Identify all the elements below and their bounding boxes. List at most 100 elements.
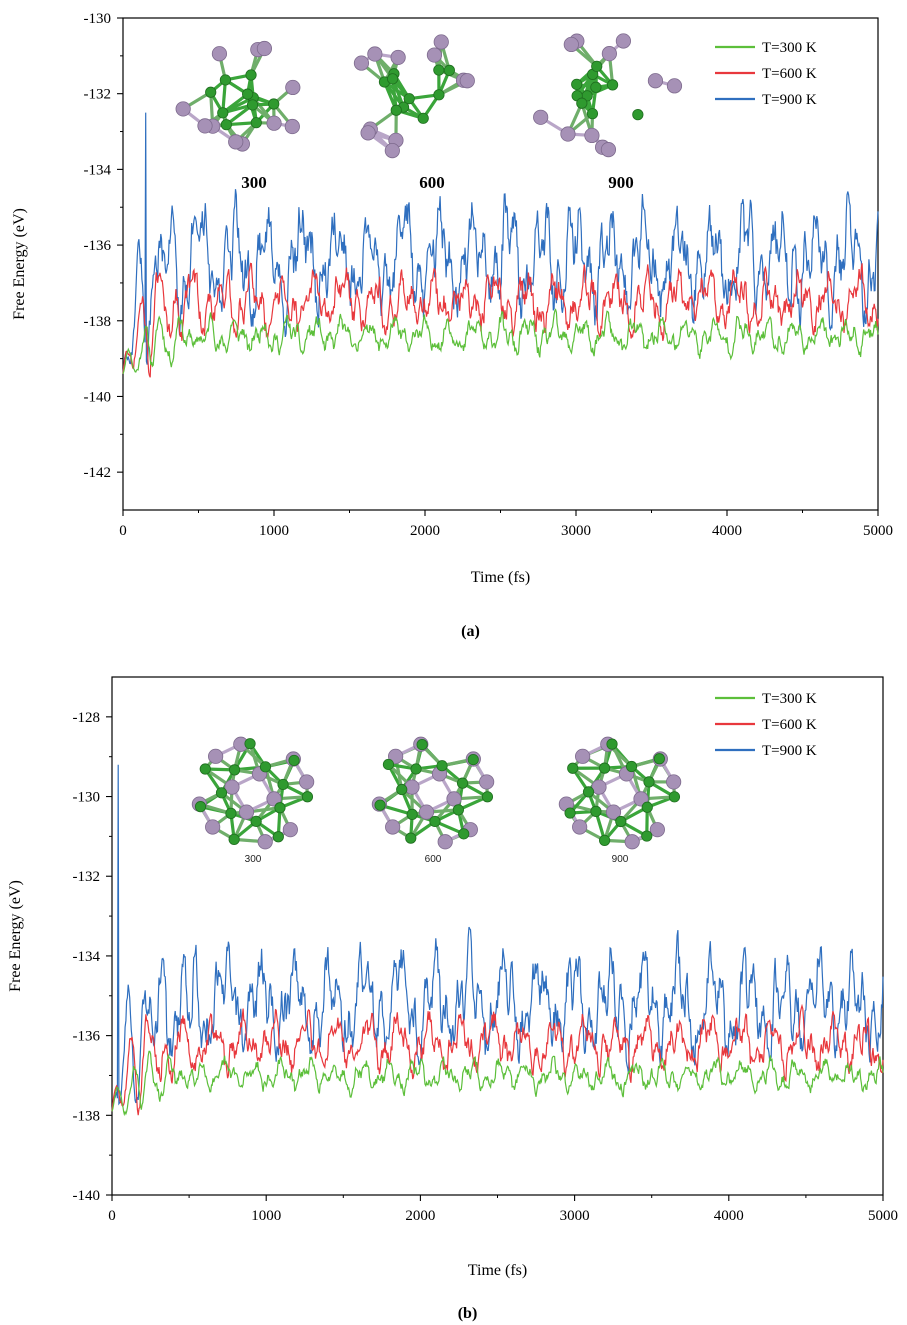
cluster-atom-green bbox=[274, 802, 286, 814]
cluster-atom-green bbox=[405, 832, 417, 844]
panel-a-chart: 0 1000 2000 3000 4000 5000 -142 -140 -138 -136 -13… bbox=[11, 11, 893, 640]
cluster-atom-green bbox=[288, 754, 300, 767]
panel-b-caption-label: (b) bbox=[458, 1305, 478, 1322]
cluster-atom-green bbox=[250, 117, 262, 129]
cluster-atom-green bbox=[481, 791, 494, 803]
cluster-atom-green bbox=[244, 738, 256, 750]
panel-a-caption-label: (a) bbox=[461, 623, 480, 640]
x-tick-label: 1000 bbox=[259, 523, 289, 539]
cluster-atom-purple bbox=[228, 134, 244, 150]
cluster-atom-green bbox=[245, 69, 257, 81]
cluster-atom-green bbox=[582, 786, 595, 798]
x-tick-label: 5000 bbox=[868, 1208, 898, 1224]
cluster-atom-purple bbox=[385, 819, 401, 835]
cluster-atom-green bbox=[571, 78, 583, 90]
cluster-atom-green bbox=[410, 763, 422, 775]
cluster-atom-purple bbox=[211, 46, 228, 62]
panel-b-x-axis-label: Time (fs) bbox=[468, 1262, 527, 1279]
y-tick-label: -132 bbox=[73, 869, 101, 885]
series-line-300k bbox=[111, 1050, 884, 1117]
cluster-atom-green bbox=[606, 79, 619, 91]
cluster-atom-purple bbox=[615, 33, 631, 49]
cluster-atom-purple bbox=[238, 804, 255, 820]
series-line-600k bbox=[122, 262, 879, 378]
y-tick-label: -138 bbox=[84, 314, 112, 330]
cluster-atom-purple bbox=[388, 748, 404, 764]
cluster-atom-purple bbox=[367, 46, 383, 62]
cluster-atom-green bbox=[194, 801, 207, 813]
cluster-atom-green bbox=[217, 107, 229, 119]
cluster-atom-green bbox=[632, 109, 644, 121]
cluster-atom-green bbox=[416, 738, 428, 751]
y-tick-label: -130 bbox=[84, 11, 112, 27]
cluster-atom-green bbox=[606, 738, 618, 750]
cluster-atom-green bbox=[272, 831, 284, 843]
cluster-atom-green bbox=[564, 807, 576, 819]
molecule-inset-label: 600 bbox=[425, 854, 442, 865]
legend-entry-label: T=900 K bbox=[762, 743, 817, 759]
cluster-atom-green bbox=[242, 88, 254, 100]
panel-a-ticks: 0 1000 2000 3000 4000 5000 -142 -140 -138 -136 -13… bbox=[84, 11, 894, 539]
cluster-atom-purple bbox=[208, 748, 224, 764]
y-tick-label: -140 bbox=[84, 389, 112, 405]
cluster-atom-green bbox=[250, 815, 262, 827]
cluster-atom-purple bbox=[299, 774, 315, 790]
cluster-atom-purple bbox=[418, 804, 435, 820]
cluster-atom-green bbox=[443, 64, 455, 76]
cluster-atom-green bbox=[417, 112, 429, 124]
cluster-atom-purple bbox=[257, 834, 273, 850]
series-line-600k bbox=[111, 1003, 884, 1116]
cluster-atom-purple bbox=[437, 834, 453, 850]
cluster-atom-green bbox=[586, 108, 599, 120]
cluster-atom-green bbox=[576, 97, 588, 109]
cluster-atom-purple bbox=[647, 73, 664, 89]
cluster-atom-purple bbox=[285, 79, 301, 96]
molecule-inset-900: 900 bbox=[558, 736, 682, 865]
series-line-900k bbox=[111, 764, 884, 1112]
molecule-inset-label: 300 bbox=[245, 854, 262, 865]
cluster-atom-green bbox=[277, 778, 289, 791]
cluster-atom-green bbox=[429, 815, 441, 828]
y-tick-label: -130 bbox=[73, 790, 101, 806]
legend-entry-label: T=900 K bbox=[762, 92, 817, 108]
cluster-atom-purple bbox=[459, 73, 475, 89]
cluster-atom-green bbox=[406, 808, 418, 820]
y-tick-label: -138 bbox=[73, 1108, 101, 1124]
panel-b-chart: 0 1000 2000 3000 4000 5000 -140 -138 -136 -134 -13… bbox=[7, 676, 898, 1322]
cluster-atom-green bbox=[215, 787, 228, 799]
cluster-atom-green bbox=[259, 761, 272, 773]
cluster-atom-green bbox=[653, 753, 665, 765]
x-tick-label: 2000 bbox=[410, 523, 440, 539]
panel-b-legend: T=300 K T=600 K T=900 K bbox=[715, 691, 817, 759]
molecule-inset-600: 600 bbox=[371, 736, 495, 865]
legend-entry-label: T=300 K bbox=[762, 40, 817, 56]
y-tick-label: -134 bbox=[84, 162, 112, 178]
cluster-atom-green bbox=[641, 830, 653, 842]
cluster-atom-purple bbox=[266, 115, 282, 131]
x-tick-label: 0 bbox=[119, 523, 127, 539]
cluster-atom-purple bbox=[360, 125, 376, 141]
y-tick-label: -136 bbox=[84, 238, 112, 254]
molecule-inset-label: 900 bbox=[612, 854, 629, 865]
cluster-atom-green bbox=[590, 805, 602, 817]
x-tick-label: 3000 bbox=[561, 523, 591, 539]
panel-a-insets: 300 600 900 bbox=[175, 33, 683, 192]
cluster-atom-purple bbox=[266, 791, 282, 807]
molecule-inset-label: 600 bbox=[419, 173, 445, 192]
x-tick-label: 5000 bbox=[863, 523, 893, 539]
cluster-atom-green bbox=[668, 791, 681, 803]
cluster-atom-purple bbox=[479, 774, 495, 790]
cluster-atom-purple bbox=[426, 47, 443, 63]
cluster-atom-green bbox=[467, 753, 479, 766]
legend-entry-label: T=600 K bbox=[762, 66, 817, 82]
panel-b-y-axis-label: Free Energy (eV) bbox=[7, 880, 24, 992]
panel-b-series-group bbox=[111, 764, 884, 1117]
cluster-atom-green bbox=[301, 791, 314, 803]
cluster-atom-green bbox=[228, 833, 240, 845]
cluster-atom-purple bbox=[224, 779, 240, 795]
panel-a-y-axis-label: Free Energy (eV) bbox=[11, 208, 28, 320]
cluster-atom-green bbox=[452, 804, 464, 816]
cluster-atom-purple bbox=[404, 779, 420, 795]
molecule-inset-label: 900 bbox=[608, 173, 634, 192]
